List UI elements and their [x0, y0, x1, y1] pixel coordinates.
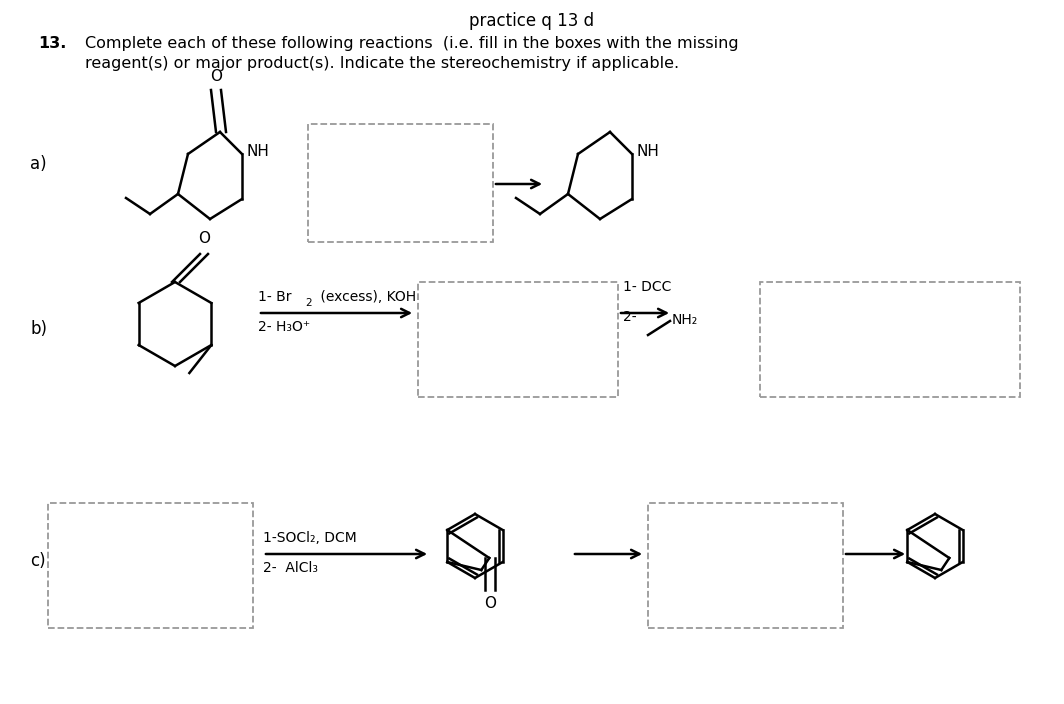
Text: O: O — [198, 231, 210, 246]
Text: O: O — [484, 596, 496, 611]
Bar — [418, 282, 618, 397]
Text: 13.: 13. — [38, 36, 66, 51]
Text: a): a) — [30, 155, 47, 173]
Text: 2- H₃O⁺: 2- H₃O⁺ — [257, 320, 310, 334]
Text: 1- Br: 1- Br — [257, 290, 292, 304]
Text: c): c) — [30, 552, 46, 570]
Text: 2: 2 — [305, 298, 312, 308]
Text: NH: NH — [637, 144, 660, 160]
Text: NH₂: NH₂ — [672, 313, 698, 327]
Text: 1-SOCl₂, DCM: 1-SOCl₂, DCM — [263, 531, 356, 545]
Text: Complete each of these following reactions  (i.e. fill in the boxes with the mis: Complete each of these following reactio… — [85, 36, 738, 51]
Bar — [760, 282, 1020, 397]
Text: O: O — [210, 69, 222, 84]
Bar — [48, 503, 253, 628]
Bar — [648, 503, 843, 628]
Text: b): b) — [30, 320, 47, 338]
Text: NH: NH — [247, 144, 270, 160]
Text: (excess), KOH: (excess), KOH — [316, 290, 416, 304]
Text: 1- DCC: 1- DCC — [624, 280, 671, 294]
Bar — [307, 124, 493, 242]
Text: 2-: 2- — [624, 310, 636, 324]
Text: 2-  AlCl₃: 2- AlCl₃ — [263, 561, 318, 575]
Text: reagent(s) or major product(s). Indicate the stereochemistry if applicable.: reagent(s) or major product(s). Indicate… — [85, 56, 679, 71]
Text: practice q 13 d: practice q 13 d — [469, 12, 595, 30]
